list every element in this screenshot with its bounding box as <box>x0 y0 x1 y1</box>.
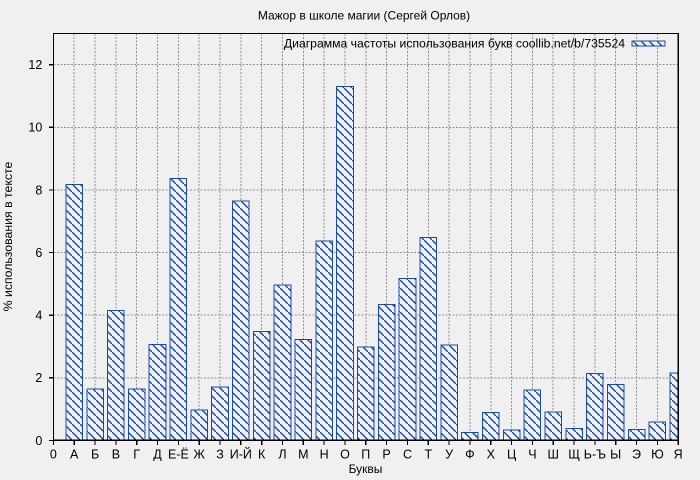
svg-text:6: 6 <box>35 246 42 260</box>
svg-text:2: 2 <box>35 371 42 385</box>
svg-text:Ж: Ж <box>193 447 205 461</box>
svg-text:Диаграмма частоты использовани: Диаграмма частоты использования букв coo… <box>284 36 625 50</box>
svg-text:12: 12 <box>28 58 42 72</box>
svg-text:Я: Я <box>674 447 683 461</box>
svg-text:Ф: Ф <box>465 447 475 461</box>
svg-text:Д: Д <box>153 447 162 461</box>
svg-text:Ы: Ы <box>610 447 621 461</box>
svg-text:0: 0 <box>50 447 57 461</box>
svg-text:У: У <box>445 447 453 461</box>
svg-text:Ш: Ш <box>547 447 558 461</box>
svg-text:10: 10 <box>28 121 42 135</box>
svg-text:Мажор в школе магии (Сергей Ор: Мажор в школе магии (Сергей Орлов) <box>258 9 470 23</box>
svg-text:И-Й: И-Й <box>230 446 252 461</box>
svg-text:П: П <box>361 447 370 461</box>
svg-text:Х: Х <box>487 447 496 461</box>
svg-text:Е-Ё: Е-Ё <box>168 447 189 461</box>
svg-text:Л: Л <box>278 447 286 461</box>
svg-text:О: О <box>340 447 350 461</box>
svg-text:К: К <box>258 447 266 461</box>
svg-text:Ю: Ю <box>651 447 664 461</box>
svg-text:М: М <box>298 447 308 461</box>
svg-text:С: С <box>403 447 412 461</box>
svg-text:А: А <box>70 447 79 461</box>
svg-text:4: 4 <box>35 309 42 323</box>
svg-text:8: 8 <box>35 183 42 197</box>
svg-text:Ч: Ч <box>528 447 536 461</box>
svg-text:% использования в тексте: % использования в тексте <box>1 161 15 311</box>
svg-text:В: В <box>112 447 120 461</box>
svg-text:Р: Р <box>382 447 390 461</box>
svg-text:З: З <box>216 447 224 461</box>
svg-text:0: 0 <box>35 434 42 448</box>
svg-text:Б: Б <box>91 447 99 461</box>
svg-text:Буквы: Буквы <box>349 462 383 476</box>
svg-text:Т: Т <box>424 447 432 461</box>
svg-text:Ь-Ъ: Ь-Ъ <box>584 447 606 461</box>
svg-text:Н: Н <box>320 447 329 461</box>
svg-text:Э: Э <box>632 447 641 461</box>
svg-text:Ц: Ц <box>507 447 517 461</box>
svg-text:Г: Г <box>133 447 140 461</box>
svg-text:Щ: Щ <box>568 447 580 461</box>
